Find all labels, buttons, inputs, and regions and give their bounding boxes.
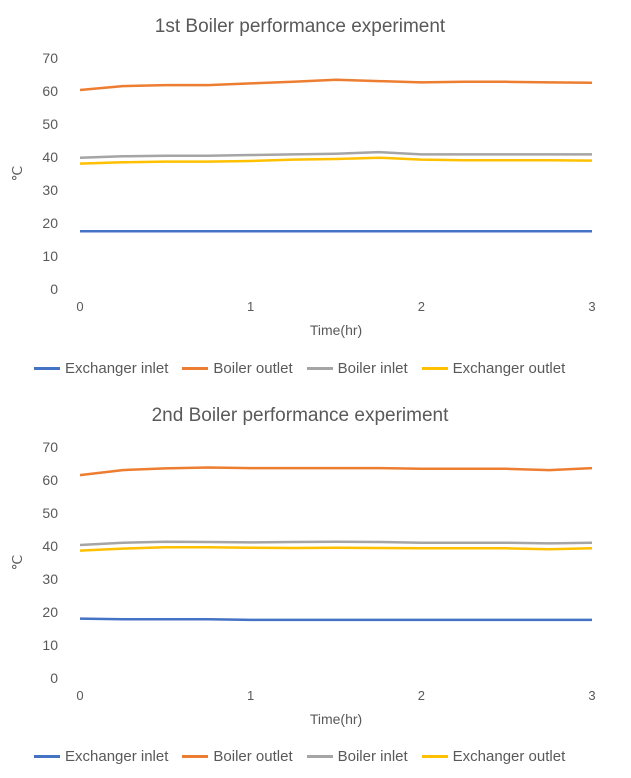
legend-label: Exchanger inlet (65, 360, 169, 377)
y-tick-label: 50 (42, 116, 58, 132)
x-tick-label: 1 (247, 299, 254, 314)
y-tick-label: 0 (50, 670, 58, 686)
x-axis-label: Time(hr) (310, 322, 362, 338)
legend-label: Exchanger outlet (452, 748, 566, 765)
y-tick-label: 30 (42, 571, 58, 587)
y-axis-label: ℃ (9, 555, 25, 571)
chart-title: 1st Boiler performance experiment (154, 16, 446, 37)
x-tick-label: 2 (418, 688, 425, 703)
legend-label: Exchanger inlet (65, 748, 169, 765)
y-tick-label: 60 (42, 472, 58, 488)
series-line-boiler-inlet (79, 540, 593, 547)
y-tick-label: 40 (42, 538, 58, 554)
legend-swatch (34, 755, 60, 758)
legend-item-exchanger-inlet: Exchanger inlet (34, 748, 168, 765)
y-tick-label: 20 (42, 215, 58, 231)
x-tick-label: 0 (76, 299, 83, 314)
y-tick-label: 20 (42, 604, 58, 620)
legend-label: Boiler outlet (213, 360, 293, 377)
legend-label: Boiler inlet (337, 748, 408, 765)
legend-swatch (306, 755, 333, 758)
y-tick-label: 40 (42, 149, 58, 165)
legend-item-boiler-outlet: Boiler outlet (182, 748, 293, 765)
series-line-boiler-outlet (79, 78, 593, 92)
y-tick-label: 0 (50, 281, 58, 297)
y-tick-label: 70 (42, 439, 58, 455)
series-line-exchanger-outlet (79, 546, 593, 552)
legend-label: Exchanger outlet (452, 360, 566, 377)
y-tick-label: 10 (42, 637, 58, 653)
series-line-exchanger-outlet (79, 156, 593, 165)
chart-legend: Exchanger inlet Boiler outlet Boiler inl… (34, 360, 565, 377)
legend-item-exchanger-inlet: Exchanger inlet (34, 360, 168, 377)
chart-panel-2nd-experiment: 2nd Boiler performance experiment 0 10 20 3… (0, 389, 631, 778)
x-axis-label: Time(hr) (310, 711, 362, 727)
x-tick-label: 0 (76, 688, 83, 703)
chart-title: 2nd Boiler performance experiment (151, 405, 449, 426)
x-tick-label: 3 (588, 299, 595, 314)
x-tick-label: 3 (588, 688, 595, 703)
legend-swatch (182, 755, 209, 758)
legend-item-boiler-outlet: Boiler outlet (182, 360, 293, 377)
x-tick-label: 1 (247, 688, 254, 703)
legend-item-boiler-inlet: Boiler inlet (306, 748, 408, 765)
y-tick-label: 10 (42, 248, 58, 264)
legend-swatch (306, 367, 333, 370)
legend-item-exchanger-outlet: Exchanger outlet (421, 360, 566, 377)
legend-label: Boiler inlet (337, 360, 408, 377)
y-axis-label: ℃ (9, 166, 25, 182)
legend-swatch (421, 755, 448, 758)
legend-swatch (182, 367, 209, 370)
y-tick-label: 60 (42, 83, 58, 99)
chart-legend: Exchanger inlet Boiler outlet Boiler inl… (34, 748, 565, 765)
line-chart-2: 0 10 20 30 40 50 60 70 0 1 2 3 Time(hr) ℃ (9, 439, 596, 727)
y-tick-label: 30 (42, 182, 58, 198)
chart-panel-1st-experiment: 1st Boiler performance experiment 0 10 20 3… (9, 16, 596, 377)
line-chart-1: 0 10 20 30 40 50 60 70 0 1 2 3 Time(hr) ℃ (9, 50, 596, 338)
x-tick-label: 2 (418, 299, 425, 314)
legend-item-boiler-inlet: Boiler inlet (306, 360, 408, 377)
series-line-boiler-outlet (79, 466, 593, 477)
y-tick-label: 50 (42, 505, 58, 521)
legend-swatch (34, 367, 60, 370)
legend-item-exchanger-outlet: Exchanger outlet (421, 748, 566, 765)
series-line-exchanger-inlet (79, 617, 592, 622)
y-tick-label: 70 (42, 50, 58, 66)
legend-label: Boiler outlet (213, 748, 293, 765)
series-line-boiler-inlet (79, 150, 592, 159)
legend-swatch (421, 367, 448, 370)
